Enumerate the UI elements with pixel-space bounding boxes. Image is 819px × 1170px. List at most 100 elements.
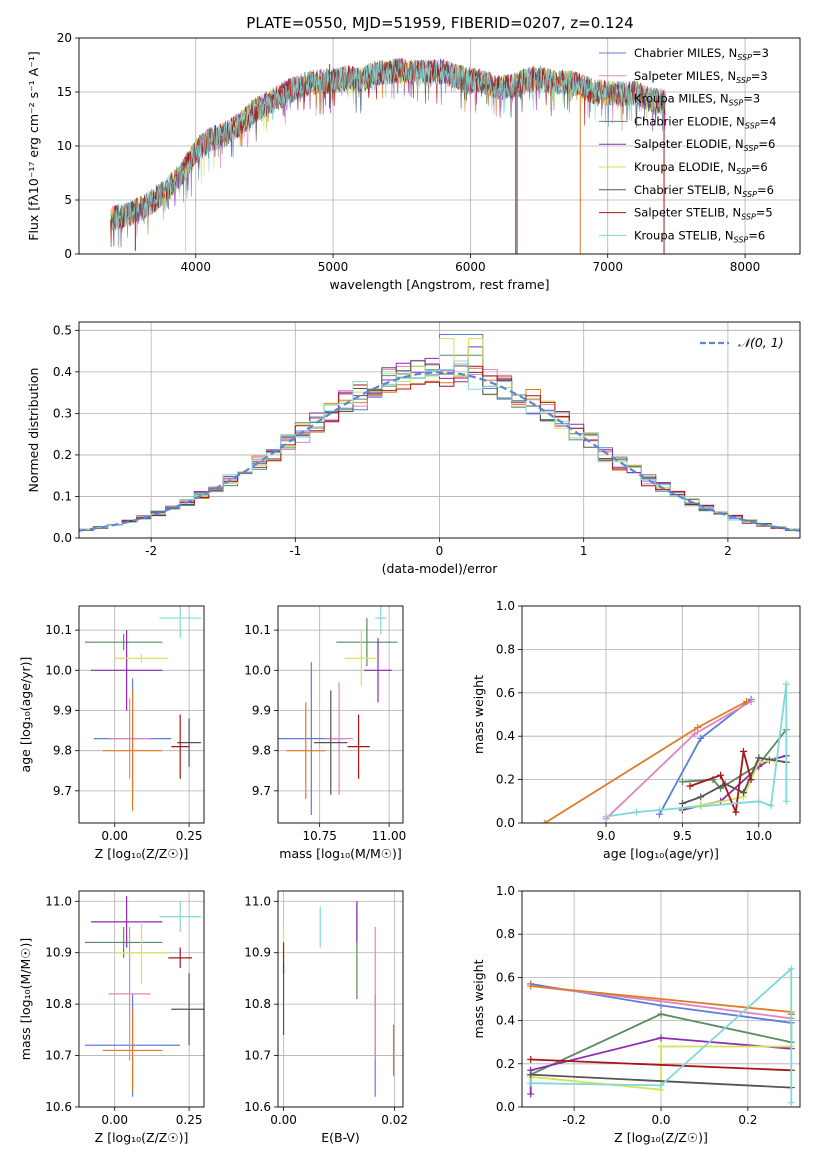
axes-frame	[78, 605, 205, 824]
x-tick-label: 7000	[592, 260, 623, 274]
y-tick-label: 0.2	[53, 448, 72, 462]
x-tick-label: 11.00	[372, 829, 406, 843]
y-axis-label: age [log₁₀(age/yr)]	[18, 657, 33, 773]
series-marker	[743, 697, 751, 705]
x-tick-label: 0.25	[176, 829, 203, 843]
y-tick-label: 10.9	[45, 946, 72, 960]
x-tick-label: 8000	[730, 260, 761, 274]
errorbar-point	[171, 973, 204, 1046]
y-tick-label: 0.5	[53, 323, 72, 337]
errorbar-point	[159, 606, 202, 639]
axes-frame	[521, 605, 801, 824]
y-tick-label: 10.0	[45, 663, 72, 677]
tick-labels: 10.75 11.00 9.7 9.8 9.9 10.0 10.1	[244, 623, 406, 843]
x-tick-label: 0.02	[381, 1113, 408, 1127]
series-marker	[602, 812, 610, 820]
series-marker	[655, 806, 663, 814]
series-marker	[732, 808, 740, 816]
x-tick-label: 1	[580, 544, 588, 558]
weight-series	[686, 747, 755, 816]
axes-frame	[277, 605, 404, 824]
series-marker	[527, 982, 535, 990]
errorbar-point	[314, 690, 348, 795]
series-marker	[782, 797, 790, 805]
plot-area	[541, 680, 790, 823]
x-axis-label: Z [log₁₀(Z/Z☉)]	[95, 1130, 189, 1145]
x-axis-label: (data-model)/error	[382, 561, 499, 576]
y-tick-label: 10.7	[45, 1049, 72, 1063]
plot-area	[110, 57, 666, 254]
series-line	[530, 1058, 792, 1072]
y-tick-label: 0.0	[53, 531, 72, 545]
plot-area	[84, 896, 204, 1097]
x-axis-label: Z [log₁₀(Z/Z☉)]	[614, 1130, 708, 1145]
x-tick-label: 6000	[455, 260, 486, 274]
gridlines	[79, 606, 204, 823]
series-marker	[527, 1055, 535, 1063]
errorbar-point	[102, 1009, 163, 1092]
gridlines	[278, 891, 403, 1108]
x-axis-label: wavelength [Angstrom, rest frame]	[329, 277, 549, 292]
y-tick-label: 0.3	[53, 406, 72, 420]
errorbar-point	[90, 896, 163, 948]
y-axis-label: Flux [fλ10⁻¹⁷ erg cm⁻² s⁻¹ A⁻¹]	[26, 51, 41, 240]
series-marker	[694, 724, 702, 732]
y-tick-label: 10.8	[244, 997, 271, 1011]
series-marker	[739, 747, 747, 755]
errorbar-point	[90, 630, 163, 711]
errorbar-point	[364, 638, 392, 703]
weight-series	[602, 680, 790, 820]
y-tick-label: 11.0	[45, 894, 72, 908]
x-tick-label: 0.25	[176, 1113, 203, 1127]
y-tick-label: 0.6	[496, 686, 515, 700]
series-marker	[678, 778, 686, 786]
series-marker	[747, 776, 755, 784]
chart-title: PLATE=0550, MJD=51959, FIBERID=0207, z=0…	[246, 14, 633, 32]
x-tick-label: 0.2	[738, 1113, 757, 1127]
weight-series	[527, 965, 795, 1107]
x-tick-label: -2	[145, 544, 157, 558]
chart-age_vs_Z: 0.00 0.25 9.7 9.8 9.9 10.0 10.1 Z [log₁₀(Z/Z☉)]…	[18, 605, 205, 861]
y-tick-label: 10.0	[244, 663, 271, 677]
series-marker	[527, 1071, 535, 1079]
y-tick-label: 9.7	[53, 784, 72, 798]
series-marker	[739, 789, 747, 797]
errorbar-point	[347, 714, 370, 779]
y-tick-label: 10.1	[244, 623, 271, 637]
tick-labels: 0.00 0.02 10.6 10.7 10.8 10.9 11.0	[244, 894, 408, 1127]
y-tick-label: 0.2	[496, 773, 515, 787]
tick-labels: 4000 5000 6000 7000 8000 0 5 10 15 20	[57, 31, 761, 274]
y-tick-label: 0	[64, 247, 72, 261]
y-tick-label: 0.0	[496, 1100, 515, 1114]
chart-spectrum: 4000 5000 6000 7000 8000 0 5 10 15 20 wavelength […	[26, 14, 801, 292]
tick-labels: 0.00 0.25 10.6 10.7 10.8 10.9 11.0	[45, 894, 202, 1127]
axes-frame	[78, 890, 205, 1108]
x-tick-label: 0.00	[101, 1113, 128, 1127]
y-tick-label: 0.4	[496, 729, 515, 743]
y-tick-label: 10.1	[45, 623, 72, 637]
tick-labels: 0.00 0.25 9.7 9.8 9.9 10.0 10.1	[45, 623, 202, 843]
axes-frame	[277, 890, 404, 1108]
weight-series	[541, 697, 751, 823]
legend-label: Salpeter ELODIE, NSSP=6	[634, 137, 775, 153]
y-axis-label: mass [log₁₀(M/M☉)]	[18, 938, 33, 1060]
y-tick-label: 1.0	[496, 599, 515, 613]
tick-labels: -2 -1 0 1 2 0.0 0.1 0.2 0.3 0.4 0.5	[53, 323, 732, 558]
errorbar-point	[177, 718, 202, 767]
x-tick-label: 0	[436, 544, 444, 558]
series-line	[605, 700, 752, 820]
errorbar-point	[171, 714, 190, 779]
legend: Chabrier MILES, NSSP=3 Salpeter MILES, NS…	[599, 46, 776, 244]
y-tick-label: 10.7	[244, 1049, 271, 1063]
legend-label: Kroupa MILES, NSSP=3	[634, 92, 760, 108]
errorbar-point	[325, 682, 353, 795]
series-line	[530, 1045, 792, 1091]
x-tick-label: 0.00	[101, 829, 128, 843]
chart-age_vs_mass: 10.75 11.00 9.7 9.8 9.9 10.0 10.1 mass [log₁₀(M…	[244, 605, 406, 861]
plot-area	[84, 606, 202, 811]
axes-frame	[78, 321, 801, 539]
series-marker	[717, 771, 725, 779]
chart-weight_vs_age: 9.0 9.5 10.0 0.0 0.2 0.4 0.6 0.8 1.0 age [log₁₀(a…	[471, 599, 801, 861]
y-tick-label: 10.8	[45, 997, 72, 1011]
